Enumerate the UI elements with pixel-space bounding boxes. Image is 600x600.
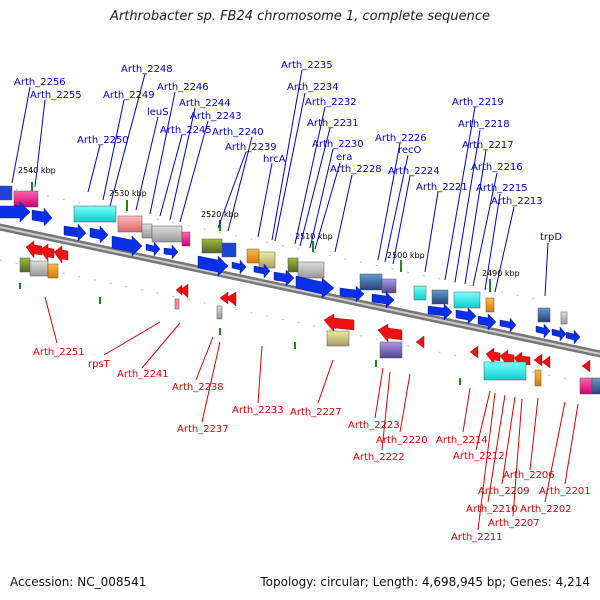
gene-label[interactable]: Arth_2255 [30,90,82,101]
gene-label[interactable]: Arth_2212 [453,451,505,462]
scale-ticks [19,182,491,385]
gene-label[interactable]: Arth_2201 [539,486,591,497]
scale-label: 2520 kbp [201,210,239,219]
scale-label: 2530 kbp [109,189,147,198]
gene-label[interactable]: leuS [147,107,169,118]
gene-label[interactable]: recO [398,145,422,156]
gene-label[interactable]: Arth_2218 [458,119,510,130]
scale-label: 2500 kbp [387,251,425,260]
gene-label[interactable]: Arth_2235 [281,60,333,71]
gene-label[interactable]: Arth_2251 [33,347,85,358]
gene-label[interactable]: Arth_2221 [416,182,468,193]
gene-label[interactable]: trpD [540,232,562,243]
reverse-gene-arrows [25,240,591,373]
reverse-gene-labels: Arth_2251 rpsT Arth_2241 Arth_2238 Arth_… [33,347,591,543]
forward-gene-labels: Arth_2256 Arth_2255 Arth_2248 Arth_2249 … [14,60,562,243]
accession-label: Accession: NC_008541 [10,575,147,589]
gene-label[interactable]: Arth_2238 [172,382,224,393]
reverse-feature-boxes [19,257,600,395]
gene-label[interactable]: Arth_2224 [388,166,440,177]
gene-label[interactable]: Arth_2206 [503,470,555,481]
gene-label[interactable]: Arth_2248 [121,64,173,75]
gene-label[interactable]: Arth_2226 [375,133,427,144]
gene-label[interactable]: Arth_2210 [466,504,518,515]
gene-label[interactable]: Arth_2223 [348,420,400,431]
forward-gene-arrows [0,201,581,345]
gene-label[interactable]: Arth_2249 [103,90,155,101]
gene-label[interactable]: Arth_2231 [307,118,359,129]
gene-label[interactable]: Arth_2215 [476,183,528,194]
gene-label[interactable]: Arth_2237 [177,424,229,435]
gene-label[interactable]: Arth_2222 [353,452,405,463]
genome-summary: Topology: circular; Length: 4,698,945 bp… [260,575,590,589]
gene-label[interactable]: Arth_2228 [330,164,382,175]
scale-label: 2490 kbp [482,269,520,278]
gene-label[interactable]: Arth_2244 [179,98,231,109]
gene-label[interactable]: Arth_2227 [290,407,342,418]
chromosome-backbone-highlight [0,226,600,355]
gene-label[interactable]: Arth_2214 [436,435,488,446]
gene-label[interactable]: Arth_2213 [491,196,543,207]
gene-label[interactable]: Arth_2211 [451,532,503,543]
gene-label[interactable]: Arth_2232 [305,97,357,108]
gene-label[interactable]: rpsT [88,359,111,370]
gene-label[interactable]: Arth_2202 [520,504,572,515]
gene-label[interactable]: Arth_2209 [478,486,530,497]
gene-label[interactable]: Arth_2241 [117,369,169,380]
reverse-pointer-lines [44,296,579,531]
gene-label[interactable]: hrcA [263,154,286,165]
gene-label[interactable]: Arth_2250 [77,135,129,146]
forward-feature-boxes [0,185,568,325]
page-title: Arthrobacter sp. FB24 chromosome 1, comp… [109,9,491,24]
gene-label[interactable]: Arth_2216 [471,162,523,173]
gene-label[interactable]: Arth_2233 [232,405,284,416]
gene-label[interactable]: Arth_2245 [160,125,212,136]
forward-pointer-lines [11,69,549,297]
gene-label[interactable]: Arth_2240 [212,127,264,138]
gene-label[interactable]: Arth_2243 [190,111,242,122]
gene-label[interactable]: Arth_2239 [225,142,277,153]
gene-label[interactable]: Arth_2230 [312,139,364,150]
gene-label[interactable]: Arth_2234 [287,82,339,93]
gene-label[interactable]: Arth_2220 [376,435,428,446]
gene-label[interactable]: Arth_2246 [157,82,209,93]
gene-label[interactable]: era [336,152,352,163]
scale-label: 2510 kbp [295,232,333,241]
gene-label[interactable]: Arth_2256 [14,77,66,88]
gene-label[interactable]: Arth_2217 [462,140,514,151]
gene-label[interactable]: Arth_2207 [488,518,540,529]
gene-label[interactable]: Arth_2219 [452,97,504,108]
